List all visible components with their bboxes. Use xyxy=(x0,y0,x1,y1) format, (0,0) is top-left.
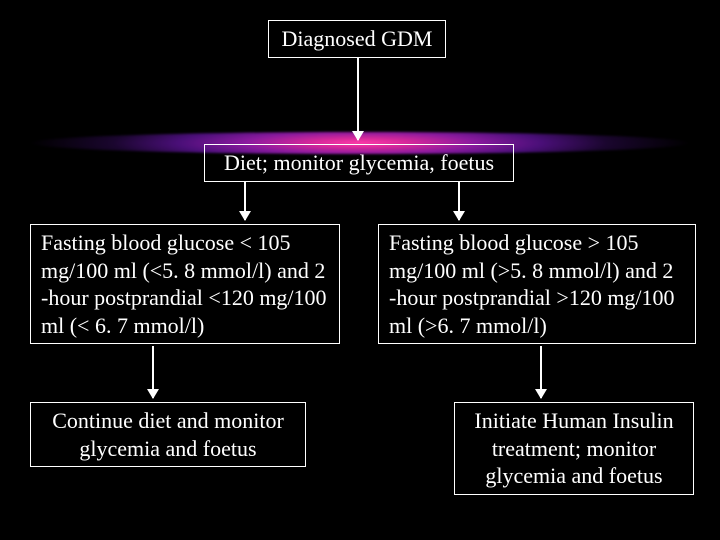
arrow-low-to-continue xyxy=(152,346,154,398)
arrow-diet-to-high xyxy=(458,182,460,220)
arrow-high-to-insulin xyxy=(540,346,542,398)
node-diagnosed-label: Diagnosed GDM xyxy=(282,26,433,51)
node-diagnosed: Diagnosed GDM xyxy=(268,20,446,58)
node-insulin: Initiate Human Insulin treatment; monito… xyxy=(454,402,694,495)
node-diet-label: Diet; monitor glycemia, foetus xyxy=(224,150,494,175)
arrow-diagnosed-to-diet xyxy=(357,58,359,140)
node-continue: Continue diet and monitor glycemia and f… xyxy=(30,402,306,467)
node-continue-label: Continue diet and monitor glycemia and f… xyxy=(52,408,284,461)
node-high-path-label: Fasting blood glucose > 105 mg/100 ml (>… xyxy=(389,230,675,338)
arrow-diet-to-low xyxy=(244,182,246,220)
node-low-path-label: Fasting blood glucose < 105 mg/100 ml (<… xyxy=(41,230,327,338)
node-diet: Diet; monitor glycemia, foetus xyxy=(204,144,514,182)
node-insulin-label: Initiate Human Insulin treatment; monito… xyxy=(474,408,673,488)
node-low-path: Fasting blood glucose < 105 mg/100 ml (<… xyxy=(30,224,340,344)
node-high-path: Fasting blood glucose > 105 mg/100 ml (>… xyxy=(378,224,696,344)
